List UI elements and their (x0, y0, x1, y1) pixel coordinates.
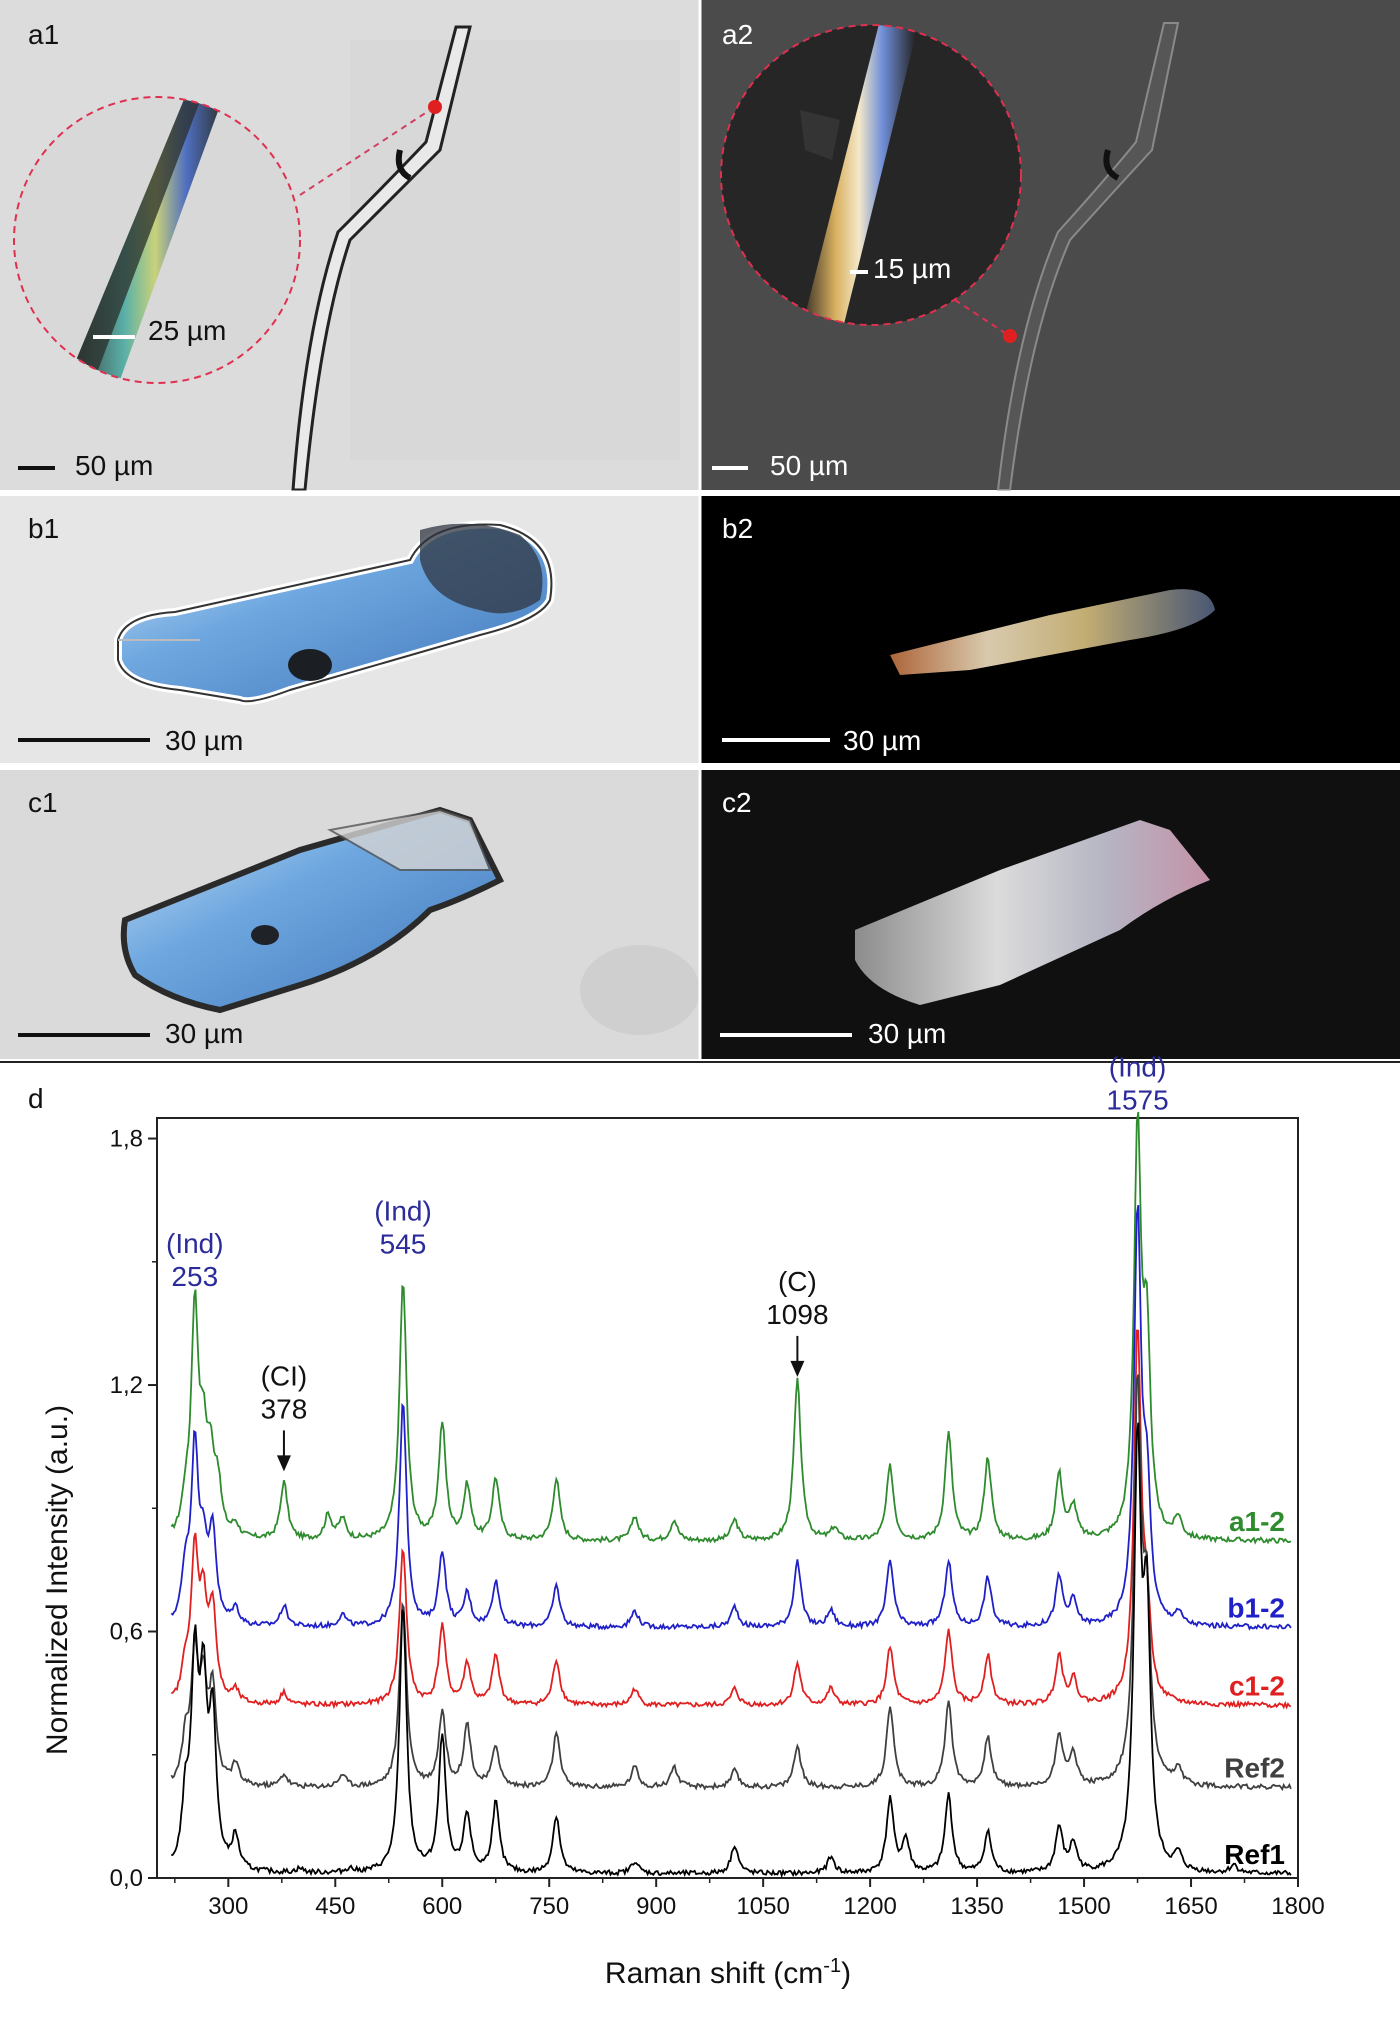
series-label-Ref1: Ref1 (1224, 1839, 1285, 1870)
annotation-value-0: 253 (171, 1261, 218, 1292)
inset-circle-a1 (13, 96, 301, 384)
fragment-c2 (855, 820, 1210, 1005)
x-tick-label-600: 600 (422, 1893, 462, 1920)
panel-a1: 25 µm a1 50 µm (0, 0, 699, 492)
series-label-a1-2: a1-2 (1229, 1506, 1285, 1537)
x-tick-label-750: 750 (529, 1893, 569, 1920)
annotation-value-3: 1098 (766, 1299, 828, 1330)
x-tick-label-1200: 1200 (843, 1893, 896, 1920)
annotation-arrowhead-1 (276, 1455, 291, 1472)
x-tick-label-1050: 1050 (736, 1893, 789, 1920)
panel-b1: b1 30 µm (0, 496, 699, 763)
fiber-a2 (996, 22, 1180, 491)
panel-label-d: d (28, 1083, 44, 1114)
marker-a1 (428, 100, 442, 114)
series-line-Ref1 (171, 1422, 1292, 1879)
panel-label-b2: b2 (722, 513, 753, 544)
y-tick-label-2: 1,2 (110, 1372, 143, 1399)
annotation-label-1: (CI) (261, 1360, 308, 1391)
fiber-a1 (291, 25, 472, 492)
x-tick-label-900: 900 (636, 1893, 676, 1920)
x-tick-label-1650: 1650 (1164, 1893, 1217, 1920)
series-line-b1-2 (170, 1204, 1292, 1631)
y-tick-label-3: 1,8 (110, 1126, 143, 1153)
annotation-value-2: 545 (380, 1228, 427, 1259)
annotation-label-3: (C) (778, 1266, 817, 1297)
fragment-b2 (890, 589, 1215, 675)
x-tick-label-1350: 1350 (950, 1893, 1003, 1920)
panel-b2: b2 30 µm (701, 496, 1400, 763)
panel-c1: c1 30 µm (0, 770, 700, 1059)
panel-label-c1: c1 (28, 787, 58, 818)
x-tick-label-1800: 1800 (1271, 1893, 1324, 1920)
y-tick-label-0: 0,0 (110, 1865, 143, 1892)
panel-label-c2: c2 (722, 787, 752, 818)
panel-c2: c2 30 µm (701, 770, 1400, 1059)
inset-scale-label-a2: 15 µm (873, 253, 951, 284)
x-tick-label-450: 450 (315, 1893, 355, 1920)
inset-a2 (721, 25, 1021, 325)
annotation-arrowhead-3 (790, 1360, 805, 1377)
annotation-label-4: (Ind) (1109, 1052, 1167, 1083)
panel-label-a2: a2 (722, 19, 753, 50)
panel-d: d 300 450 600 750 900 1050 1200 1350 1500 1650 180… (28, 1052, 1325, 1990)
x-axis-label: Raman shift (cm-1) (605, 1955, 851, 1990)
series-line-Ref2 (170, 1374, 1292, 1792)
scale-label-b2: 30 µm (843, 725, 921, 756)
inset-connector-a1 (299, 109, 431, 196)
series-line-c1-2 (170, 1329, 1292, 1710)
y-axis-label: Normalized Intensity (a.u.) (41, 1405, 74, 1755)
series-label-c1-2: c1-2 (1229, 1670, 1285, 1701)
raman-chart: 300 450 600 750 900 1050 1200 1350 1500 1650 1800 0… (110, 1052, 1325, 1920)
x-tick-label-300: 300 (208, 1893, 248, 1920)
scale-label-c2: 30 µm (868, 1018, 946, 1049)
plot-frame (156, 1117, 1299, 1879)
panel-label-a1: a1 (28, 19, 59, 50)
scale-label-b1: 30 µm (165, 725, 243, 756)
annotation-value-4: 1575 (1106, 1085, 1168, 1116)
panel-label-b1: b1 (28, 513, 59, 544)
scale-label-a2: 50 µm (770, 450, 848, 481)
panel-a2: 15 µm a2 50 µm (701, 0, 1400, 491)
y-tick-label-1: 0,6 (110, 1619, 143, 1646)
inset-circle-a2 (720, 24, 1022, 326)
marker-a2 (1003, 329, 1017, 343)
inset-scale-label-a1: 25 µm (148, 315, 226, 346)
annotation-label-0: (Ind) (166, 1228, 224, 1259)
scale-label-c1: 30 µm (165, 1018, 243, 1049)
series-label-Ref2: Ref2 (1224, 1753, 1285, 1784)
annotation-label-2: (Ind) (374, 1195, 432, 1226)
series-label-b1-2: b1-2 (1227, 1592, 1285, 1623)
inset-a1 (14, 97, 300, 383)
series-line-a1-2 (170, 1111, 1292, 1545)
annotation-value-1: 378 (261, 1393, 308, 1424)
x-tick-label-1500: 1500 (1057, 1893, 1110, 1920)
scale-label-a1: 50 µm (75, 450, 153, 481)
